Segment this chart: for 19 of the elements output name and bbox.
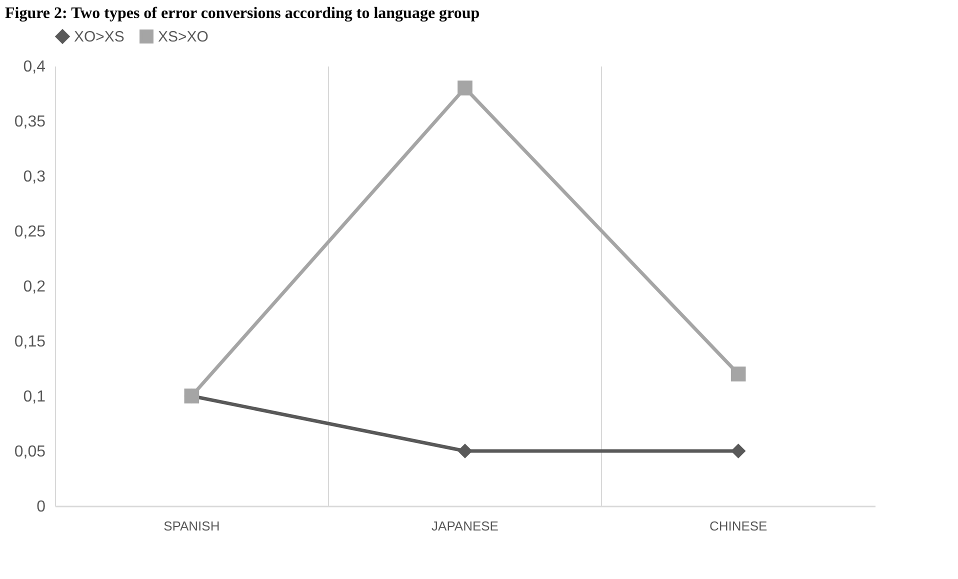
x-tick-label: JAPANESE [432, 518, 499, 534]
chart-title: Figure 2: Two types of error conversions according to language group [5, 5, 480, 22]
y-tick-label: 0 [36, 498, 46, 516]
point [730, 366, 746, 382]
x-tick-label: CHINESE [709, 518, 768, 534]
y-tick-label: 0,05 [14, 444, 46, 460]
y-tick-label: 0,1 [23, 388, 46, 406]
y-tick-label: 0,3 [23, 168, 46, 186]
point [458, 444, 472, 458]
legend-label: XS>XO [158, 28, 208, 46]
x-tick-label: SPANISH [164, 518, 220, 534]
y-tick-label: 0,15 [14, 334, 46, 350]
point [730, 444, 746, 458]
y-tick-label: 0,4 [23, 58, 46, 76]
y-tick-label: 0,2 [23, 278, 46, 296]
y-tick-label: 0,35 [14, 114, 46, 130]
legend-label: XO>XS [74, 28, 124, 46]
y-tick-label: 0,25 [14, 224, 46, 240]
point [458, 80, 472, 96]
